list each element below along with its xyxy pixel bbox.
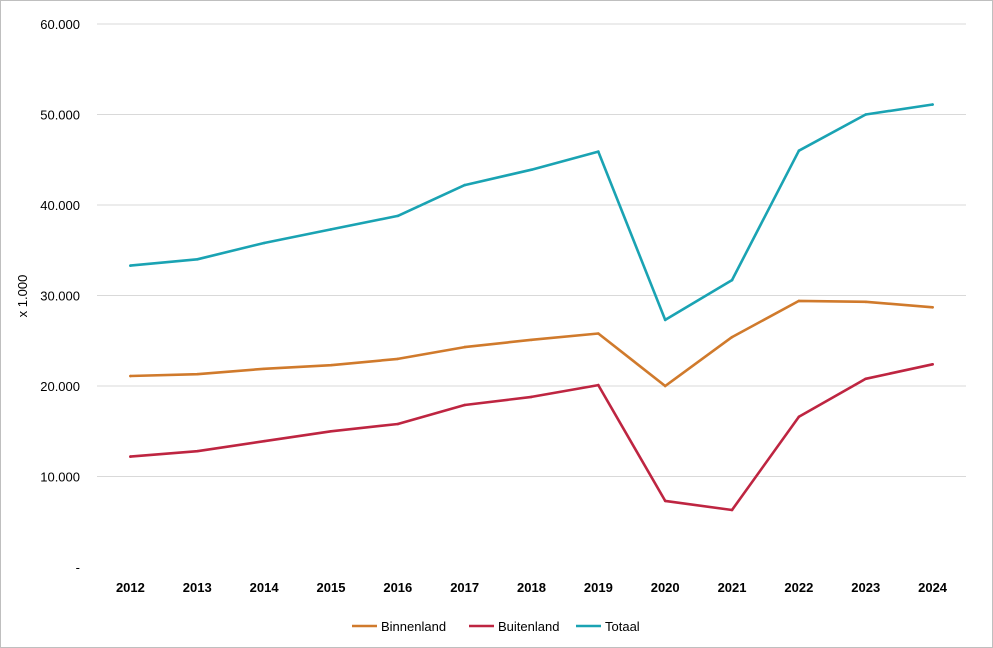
- data-point: [797, 415, 801, 419]
- legend: Binnenland Buitenland Totaal: [352, 619, 640, 634]
- data-point: [463, 403, 466, 407]
- data-point: [597, 383, 600, 387]
- data-point: [530, 338, 533, 342]
- x-tick-label: 2018: [517, 580, 546, 595]
- data-point: [597, 332, 600, 335]
- x-tick-label: 2014: [250, 580, 280, 595]
- data-point: [730, 278, 734, 282]
- data-point: [195, 372, 199, 376]
- data-point: [530, 168, 533, 172]
- y-tick-label: 10.000: [40, 470, 80, 485]
- data-point: [730, 508, 734, 512]
- y-tick-label: 60.000: [40, 17, 80, 32]
- data-point: [864, 300, 868, 304]
- y-tick-label: -: [76, 560, 80, 575]
- series-line-binnenland: [129, 299, 934, 388]
- data-point: [663, 318, 667, 322]
- data-point: [262, 439, 266, 443]
- y-tick-label: 50.000: [40, 108, 80, 123]
- data-point: [463, 183, 466, 187]
- data-point: [931, 362, 934, 366]
- data-point: [329, 228, 333, 231]
- data-point: [663, 499, 667, 503]
- legend-label-totaal: Totaal: [605, 619, 640, 634]
- series-line-totaal: [129, 103, 934, 322]
- x-tick-label: 2024: [918, 580, 948, 595]
- y-tick-label: 40.000: [40, 198, 80, 213]
- x-tick-label: 2022: [784, 580, 813, 595]
- data-point: [396, 214, 400, 218]
- x-tick-label: 2016: [383, 580, 412, 595]
- data-point: [931, 103, 934, 106]
- data-point: [329, 429, 333, 433]
- data-point: [129, 264, 132, 267]
- legend-label-binnenland: Binnenland: [381, 619, 446, 634]
- data-point: [931, 305, 934, 309]
- data-point: [262, 367, 266, 371]
- x-tick-label: 2020: [651, 580, 680, 595]
- gridlines: [97, 23, 966, 477]
- x-tick-label: 2023: [851, 580, 880, 595]
- data-point: [396, 357, 400, 361]
- data-point: [797, 299, 801, 303]
- legend-label-buitenland: Buitenland: [498, 619, 559, 634]
- data-point: [396, 422, 400, 426]
- series-lines: [129, 103, 934, 512]
- x-tick-label: 2013: [183, 580, 212, 595]
- data-point: [530, 395, 533, 399]
- y-tick-label: 20.000: [40, 379, 80, 394]
- y-axis-ticks: - 10.000 20.000 30.000 40.000 50.000 60.000: [40, 17, 80, 575]
- y-tick-label: 30.000: [40, 289, 80, 304]
- data-point: [730, 335, 734, 339]
- x-axis-ticks: 2012 2013 2014 2015 2016 2017 2018 2019 2020 2021…: [116, 580, 948, 595]
- data-point: [597, 150, 600, 153]
- data-point: [797, 149, 801, 152]
- x-tick-label: 2012: [116, 580, 145, 595]
- data-point: [129, 455, 132, 458]
- data-point: [262, 241, 266, 245]
- y-axis-label: x 1.000: [15, 275, 30, 318]
- x-tick-label: 2019: [584, 580, 613, 595]
- data-point: [195, 258, 199, 261]
- data-point: [463, 345, 466, 349]
- data-point: [195, 449, 199, 453]
- x-tick-label: 2015: [317, 580, 346, 595]
- data-point: [864, 113, 868, 116]
- data-point: [663, 384, 667, 388]
- data-point: [864, 377, 868, 381]
- data-point: [329, 363, 333, 367]
- x-tick-label: 2021: [718, 580, 747, 595]
- x-tick-label: 2017: [450, 580, 479, 595]
- data-point: [129, 374, 132, 378]
